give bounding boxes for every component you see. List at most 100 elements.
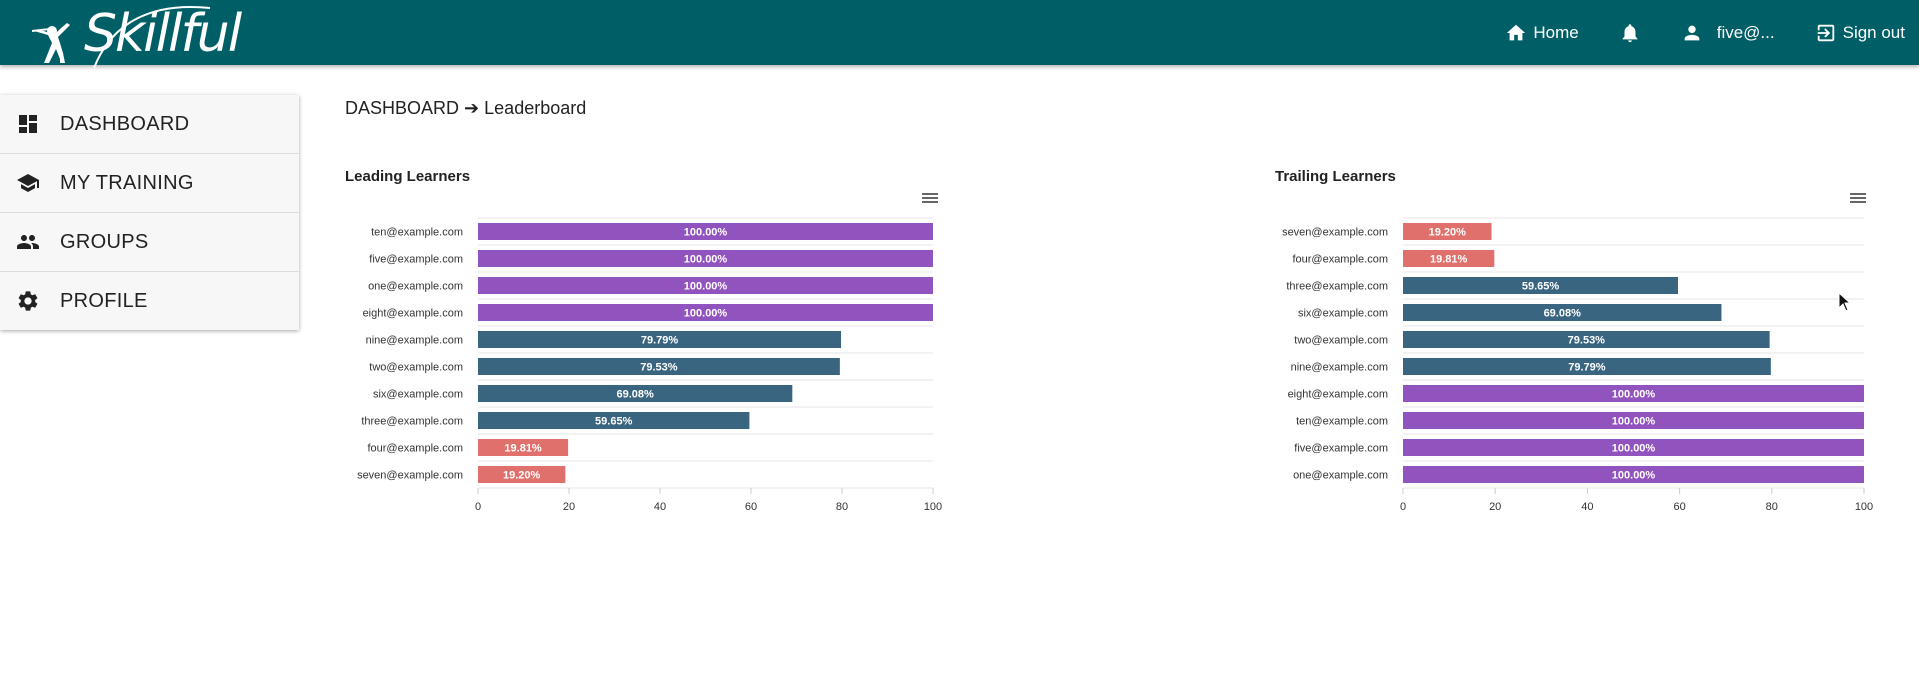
- sidebar-item-label: PROFILE: [60, 289, 148, 312]
- data-label: 19.20%: [503, 470, 541, 482]
- top-navbar: Skillful Home five@... Sign out: [0, 0, 1919, 69]
- sidebar-item-label: MY TRAINING: [60, 171, 194, 194]
- data-label: 100.00%: [1612, 470, 1656, 482]
- category-label: seven@example.com: [357, 470, 463, 482]
- user-menu[interactable]: five@...: [1681, 22, 1775, 44]
- category-label: seven@example.com: [1282, 227, 1388, 239]
- category-label: four@example.com: [1292, 254, 1388, 266]
- breadcrumb-arrow: ➔: [464, 98, 480, 118]
- category-label: ten@example.com: [371, 227, 463, 239]
- sidebar-item-profile[interactable]: PROFILE: [0, 272, 299, 330]
- category-label: nine@example.com: [366, 335, 463, 347]
- category-label: three@example.com: [1286, 281, 1388, 293]
- sidebar: DASHBOARD MY TRAINING GROUPS PROFILE: [0, 95, 299, 330]
- data-bar: [1403, 385, 1864, 402]
- tick-label: 20: [1489, 501, 1501, 513]
- chart-plot: seven@example.com 19.20% four@example.com 1…: [1282, 217, 1873, 513]
- dashboard-icon: [19, 115, 37, 133]
- home-link[interactable]: Home: [1505, 22, 1579, 44]
- data-bar: [478, 358, 840, 375]
- person-icon: [1684, 25, 1700, 40]
- category-label: two@example.com: [1294, 335, 1388, 347]
- category-label: four@example.com: [367, 443, 463, 455]
- data-label: 100.00%: [684, 227, 728, 239]
- data-label: 59.65%: [595, 416, 633, 428]
- sidebar-item-dashboard[interactable]: DASHBOARD: [0, 95, 299, 154]
- tick-label: 60: [1673, 501, 1685, 513]
- tick-label: 80: [1766, 501, 1778, 513]
- data-label: 100.00%: [684, 308, 728, 320]
- data-label: 100.00%: [1612, 416, 1656, 428]
- data-bar: [1403, 439, 1864, 456]
- signout-link[interactable]: Sign out: [1815, 22, 1905, 44]
- category-label: six@example.com: [1298, 308, 1388, 320]
- category-label: one@example.com: [368, 281, 463, 293]
- data-bar: [1403, 223, 1492, 240]
- data-label: 69.08%: [617, 389, 655, 401]
- data-bar: [478, 250, 933, 267]
- data-bar: [1403, 412, 1864, 429]
- data-bar: [478, 385, 793, 402]
- category-label: eight@example.com: [1288, 389, 1388, 401]
- category-label: five@example.com: [369, 254, 463, 266]
- data-label: 79.79%: [1568, 362, 1606, 374]
- data-bar: [1403, 466, 1864, 483]
- leading-learners-chart: Leading Learners ten@example.com 100.00% f…: [345, 160, 955, 520]
- data-bar: [478, 277, 933, 294]
- home-icon: [1507, 24, 1526, 40]
- data-label: 19.81%: [1430, 254, 1468, 266]
- chart-title: Leading Learners: [345, 168, 471, 185]
- chart-title: Trailing Learners: [1275, 168, 1396, 185]
- logo-swoosh: [93, 6, 211, 69]
- data-bar: [478, 439, 569, 456]
- category-label: eight@example.com: [363, 308, 463, 320]
- data-label: 100.00%: [684, 254, 728, 266]
- data-bar: [1403, 277, 1678, 294]
- notifications-button[interactable]: [1619, 22, 1641, 44]
- graduation-cap-icon: [17, 174, 39, 192]
- golfer-icon: [31, 23, 70, 63]
- data-bar: [478, 331, 842, 348]
- data-label: 19.20%: [1429, 227, 1467, 239]
- data-label: 59.65%: [1522, 281, 1560, 293]
- breadcrumb-root[interactable]: DASHBOARD: [345, 98, 460, 118]
- data-bar: [478, 223, 933, 240]
- mouse-cursor-icon: [1838, 292, 1852, 312]
- chart-plot: ten@example.com 100.00% five@example.com 10…: [357, 217, 942, 513]
- logout-icon: [1817, 24, 1834, 41]
- data-bar: [1403, 304, 1722, 321]
- category-label: ten@example.com: [1296, 416, 1388, 428]
- gear-icon: [18, 291, 38, 311]
- tick-label: 0: [475, 501, 481, 513]
- data-label: 100.00%: [1612, 389, 1656, 401]
- data-label: 100.00%: [684, 281, 728, 293]
- signout-label: Sign out: [1842, 22, 1905, 42]
- data-bar: [478, 466, 566, 483]
- tick-label: 20: [563, 501, 575, 513]
- sidebar-item-label: GROUPS: [60, 230, 149, 253]
- skillful-logo[interactable]: Skillful: [30, 0, 242, 69]
- chart-menu-icon[interactable]: [920, 190, 940, 206]
- data-bar: [1403, 250, 1495, 267]
- chart-menu-icon[interactable]: [1848, 190, 1868, 206]
- category-label: two@example.com: [369, 362, 463, 374]
- data-bar: [1403, 358, 1771, 375]
- bell-icon: [1622, 23, 1638, 42]
- data-label: 100.00%: [1612, 443, 1656, 455]
- sidebar-item-my-training[interactable]: MY TRAINING: [0, 154, 299, 213]
- tick-label: 60: [745, 501, 757, 513]
- tick-label: 0: [1400, 501, 1406, 513]
- people-icon: [17, 235, 39, 249]
- brand-name: Skillful: [84, 4, 242, 64]
- data-label: 79.53%: [1568, 335, 1606, 347]
- breadcrumb: DASHBOARD ➔ Leaderboard: [345, 98, 586, 119]
- category-label: five@example.com: [1294, 443, 1388, 455]
- trailing-learners-chart: Trailing Learners seven@example.com 19.20…: [1275, 160, 1885, 520]
- category-label: one@example.com: [1293, 470, 1388, 482]
- tick-label: 100: [924, 501, 942, 513]
- data-bar: [1403, 331, 1770, 348]
- data-bar: [478, 412, 750, 429]
- sidebar-item-groups[interactable]: GROUPS: [0, 213, 299, 272]
- breadcrumb-current: Leaderboard: [484, 98, 587, 118]
- category-label: three@example.com: [361, 416, 463, 428]
